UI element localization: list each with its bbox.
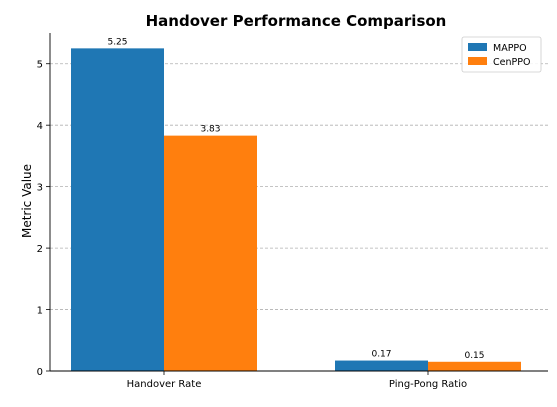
legend-swatch-cenppo bbox=[468, 57, 487, 65]
data-label: 0.15 bbox=[464, 351, 484, 361]
x-tick-label: Handover Rate bbox=[127, 379, 202, 390]
data-label: 0.17 bbox=[371, 350, 391, 360]
y-tick-label: 1 bbox=[37, 306, 43, 317]
axes: 0 1 2 3 4 5 Handover Rate Ping-Pong Ratio bbox=[37, 33, 548, 390]
y-tick-label: 5 bbox=[37, 60, 43, 71]
bar-mappo-1 bbox=[335, 360, 428, 371]
legend-label-mappo: MAPPO bbox=[493, 43, 527, 54]
x-tick-label: Ping-Pong Ratio bbox=[389, 379, 467, 390]
data-labels: 5.25 3.83 0.17 0.15 bbox=[107, 37, 484, 360]
bar-mappo-0 bbox=[71, 48, 164, 371]
bar-cenppo-0 bbox=[164, 135, 257, 371]
legend: MAPPO CenPPO bbox=[461, 36, 542, 73]
y-tick-label: 3 bbox=[37, 183, 43, 194]
y-tick-label: 2 bbox=[37, 244, 43, 255]
chart-title: Handover Performance Comparison bbox=[146, 12, 447, 30]
legend-label-cenppo: CenPPO bbox=[493, 57, 530, 68]
y-axis-label: Metric Value bbox=[20, 164, 34, 238]
bar-cenppo-1 bbox=[428, 361, 521, 371]
y-tick-label: 4 bbox=[37, 121, 43, 132]
y-tick-label: 0 bbox=[37, 367, 43, 378]
legend-swatch-mappo bbox=[468, 43, 487, 51]
data-label: 3.83 bbox=[200, 125, 220, 135]
bars bbox=[71, 48, 521, 371]
data-label: 5.25 bbox=[107, 37, 127, 47]
